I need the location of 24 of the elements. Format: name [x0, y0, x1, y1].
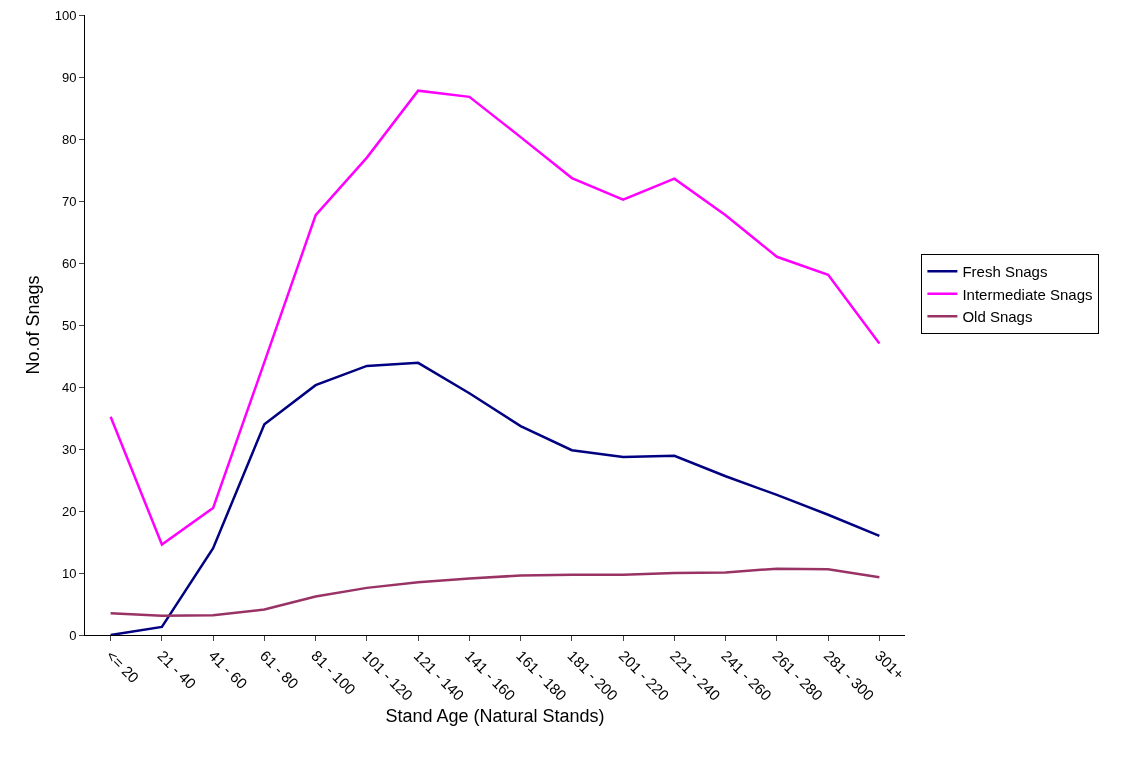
legend-label: Old Snags	[962, 308, 1033, 326]
x-tick-label: 61 - 80	[256, 646, 302, 692]
x-tick-label: <= 20	[103, 646, 143, 687]
x-axis-title: Stand Age (Natural Stands)	[385, 705, 605, 726]
x-tick-label: 41 - 60	[205, 646, 251, 692]
y-tick-label: 30	[61, 441, 77, 457]
y-tick-label: 90	[61, 69, 77, 85]
y-tick-label: 20	[61, 503, 77, 519]
y-tick-label: 70	[61, 193, 77, 209]
line-series	[109, 361, 881, 635]
legend-label: Fresh Snags	[962, 263, 1048, 281]
y-axis-title: No.of Snags	[23, 275, 43, 375]
y-tick-label: 0	[69, 627, 77, 643]
legend-label: Intermediate Snags	[962, 285, 1093, 303]
y-tick-label: 100	[54, 7, 77, 23]
y-tick-label: 10	[61, 565, 77, 581]
y-tick-label: 40	[61, 379, 77, 395]
line-series	[109, 89, 881, 546]
x-tick-label: 21 - 40	[154, 646, 200, 692]
y-tick-label: 50	[61, 317, 77, 333]
line-series	[109, 567, 881, 618]
x-tick-label: 81 - 100	[308, 646, 360, 698]
y-tick-label: 80	[61, 131, 77, 147]
y-tick-label: 60	[61, 255, 77, 271]
